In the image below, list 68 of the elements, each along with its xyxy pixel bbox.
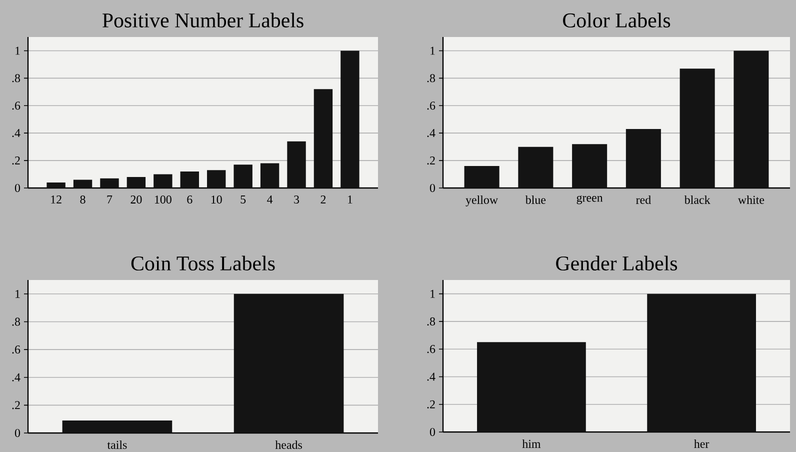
bar — [100, 178, 119, 188]
x-tick-label: 2 — [320, 196, 326, 204]
x-tick-label: 4 — [267, 196, 273, 204]
chart-title: Coin Toss Labels — [131, 256, 275, 270]
x-tick-label: black — [684, 196, 710, 204]
x-tick-label: 6 — [187, 196, 192, 204]
x-tick-label: yellow — [466, 196, 498, 206]
y-tick-label: 0 — [14, 428, 20, 438]
y-tick-label: 0 — [14, 184, 20, 192]
bar — [287, 141, 306, 188]
x-tick-label: 7 — [107, 196, 112, 204]
x-tick-label: 3 — [294, 196, 300, 204]
bar — [234, 164, 252, 188]
bar — [154, 174, 172, 188]
y-tick-label: .2 — [12, 156, 20, 165]
x-tick-label: 5 — [240, 196, 246, 204]
y-tick-label: .6 — [12, 102, 20, 110]
y-tick-label: 1 — [16, 46, 20, 55]
bar — [340, 50, 360, 188]
bar — [572, 144, 608, 188]
y-tick-label: .2 — [12, 401, 20, 410]
bar — [518, 146, 554, 188]
y-tick-label: .6 — [12, 345, 20, 354]
y-tick-label: .2 — [427, 400, 435, 408]
x-tick-label: red — [636, 196, 651, 204]
y-tick-label: .8 — [427, 74, 436, 82]
x-tick-label: her — [694, 440, 710, 448]
y-tick-label: 1 — [430, 46, 435, 55]
chart-title: Gender Labels — [556, 256, 678, 270]
y-tick-label: 0 — [430, 184, 436, 192]
x-tick-label: white — [738, 196, 764, 204]
bar — [46, 182, 66, 188]
x-tick-label: blue — [525, 196, 546, 204]
bar — [734, 50, 769, 188]
x-tick-label: 8 — [80, 196, 86, 204]
chart-title: Positive Number Labels — [102, 12, 304, 28]
bar — [680, 68, 715, 188]
y-tick-label: .8 — [12, 318, 20, 326]
bar — [180, 172, 199, 188]
y-tick-label: .4 — [12, 373, 20, 382]
y-tick-label: .6 — [427, 102, 436, 110]
x-tick-label: 100 — [155, 196, 172, 204]
x-tick-label: 10 — [211, 196, 222, 204]
bar — [73, 180, 92, 188]
y-tick-label: .2 — [427, 156, 435, 165]
y-tick-label: .4 — [427, 372, 436, 381]
x-tick-label: 12 — [51, 196, 62, 204]
x-tick-label: 20 — [130, 196, 142, 204]
y-tick-label: .8 — [427, 317, 436, 326]
y-tick-label: .6 — [427, 345, 436, 354]
y-tick-label: 0 — [430, 428, 436, 436]
y-tick-label: .4 — [12, 129, 20, 138]
y-tick-label: 1 — [16, 290, 20, 298]
bar — [314, 89, 333, 188]
y-tick-label: .4 — [427, 129, 436, 138]
y-tick-label: .8 — [12, 74, 20, 82]
x-tick-label: tails — [107, 440, 127, 449]
bar — [626, 128, 661, 188]
x-tick-label: him — [522, 440, 541, 448]
x-tick-label: green — [576, 196, 603, 204]
bar — [207, 170, 226, 188]
x-tick-label: 1 — [348, 196, 352, 204]
bar — [126, 177, 146, 188]
bar — [464, 166, 500, 188]
bar — [260, 163, 280, 188]
x-tick-label: heads — [275, 440, 302, 449]
chart-title: Color Labels — [563, 12, 670, 28]
y-tick-label: 1 — [430, 290, 435, 298]
